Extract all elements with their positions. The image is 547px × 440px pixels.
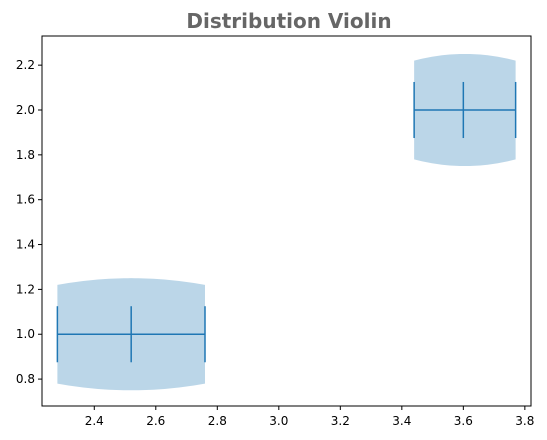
x-axis-ticks: 2.4 2.6 2.8 3.0 3.2 3.4 3.6 3.8 — [85, 406, 534, 428]
y-tick-label: 1.4 — [16, 238, 35, 252]
y-tick-label: 1.8 — [16, 148, 35, 162]
y-tick-label: 2.2 — [16, 58, 35, 72]
y-tick-label: 1.0 — [16, 327, 35, 341]
y-tick-label: 1.2 — [16, 282, 35, 296]
plot-area-frame — [41, 35, 532, 407]
x-tick-label: 2.8 — [208, 414, 227, 428]
x-tick-label: 3.0 — [269, 414, 288, 428]
x-tick-label: 3.6 — [454, 414, 473, 428]
x-tick-label: 2.4 — [85, 414, 104, 428]
x-tick-label: 2.6 — [146, 414, 165, 428]
y-tick-label: 1.6 — [16, 193, 35, 207]
x-tick-label: 3.8 — [515, 414, 534, 428]
y-tick-label: 2.0 — [16, 103, 35, 117]
x-tick-label: 3.2 — [331, 414, 350, 428]
x-tick-label: 3.4 — [392, 414, 411, 428]
y-axis-ticks: 0.8 1.0 1.2 1.4 1.6 1.8 2.0 2.2 — [16, 58, 42, 386]
violin-group — [56, 53, 517, 391]
chart-title: Distribution Violin — [186, 9, 391, 33]
y-tick-label: 0.8 — [16, 372, 35, 386]
